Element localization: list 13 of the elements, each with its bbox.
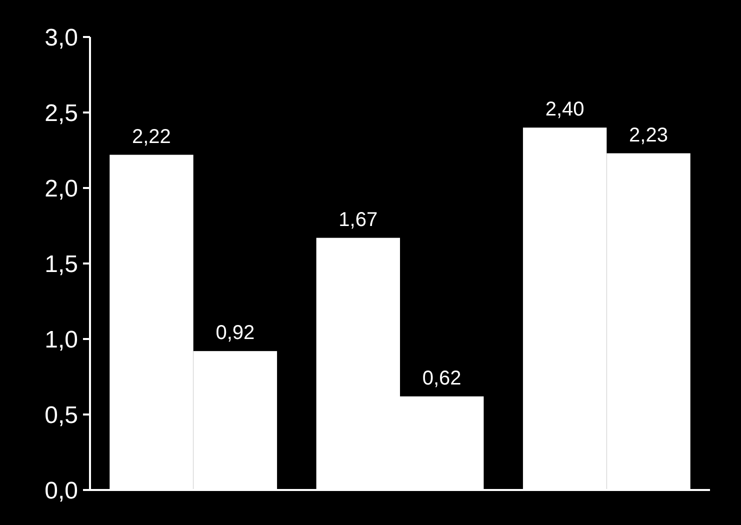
y-tick-label: 0,0 [44,477,78,504]
data-label: 2,22 [132,126,171,148]
data-label: 0,62 [422,367,462,390]
data-label: 2,23 [629,124,668,146]
y-tick-label: 1,5 [44,250,78,278]
y-tick-label: 2,5 [44,100,78,127]
y-tick-label: 3,0 [44,24,78,52]
y-tick-label: 2,0 [44,175,78,202]
y-tick-label: 0,5 [44,402,78,429]
data-label: 2,40 [545,98,584,121]
y-tick-label: 1,0 [44,326,78,354]
data-label: 0,92 [216,322,255,344]
data-label: 1,67 [338,208,378,231]
